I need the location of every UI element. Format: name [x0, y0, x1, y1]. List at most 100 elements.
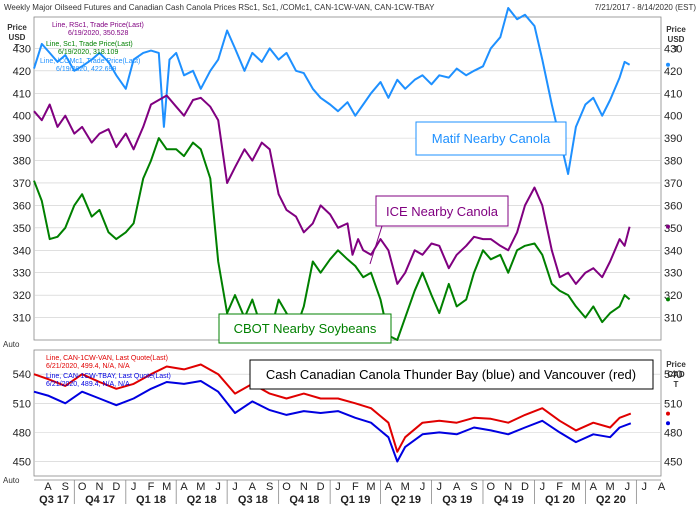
- x-month-label: O: [78, 481, 87, 493]
- top-ytick-left: 320: [13, 290, 31, 302]
- top-ytick-left: 350: [13, 223, 31, 235]
- bottom-ytick-left: 480: [13, 427, 31, 439]
- legend-tbay-line2: 6/21/2020, 489.4, N/A, N/A: [46, 381, 130, 388]
- annotation-cbot: CBOT Nearby Soybeans: [218, 313, 392, 344]
- top-right-currency-label: USD: [668, 35, 685, 44]
- bottom-right-unit-label: T: [674, 380, 679, 389]
- top-ytick-left: 380: [13, 156, 31, 168]
- annotation-ice-box: [375, 195, 509, 227]
- x-month-label: A: [590, 481, 598, 493]
- top-right-axis-header: Price USD T: [666, 25, 686, 54]
- top-ytick-left: 330: [13, 268, 31, 280]
- top-ytick-right: 400: [664, 111, 682, 123]
- x-month-label: A: [44, 481, 52, 493]
- top-ytick-right: 430: [664, 43, 682, 55]
- x-quarter-label: Q3 19: [442, 494, 472, 506]
- bottom-ytick-left: 540: [13, 369, 31, 381]
- bottom-plot-frame: [33, 349, 662, 477]
- top-ytick-right: 390: [664, 133, 682, 145]
- annotation-ice: ICE Nearby Canola: [369, 195, 509, 265]
- x-quarter-label: Q4 17: [85, 494, 115, 506]
- top-ytick-right: 330: [664, 268, 682, 280]
- x-month-label: J: [540, 481, 546, 493]
- bottom-ytick-left: 510: [13, 398, 31, 410]
- top-ytick-left: 390: [13, 133, 31, 145]
- top-series-endpoint-0: [666, 62, 670, 67]
- annotation-matif-box: [415, 121, 567, 156]
- annotation-ice-text: ICE Nearby Canola: [386, 204, 499, 219]
- top-left-unit-label: T: [15, 43, 20, 52]
- legend-van-line1: Line, CAN-1CW-VAN, Last Quote(Last): [46, 355, 168, 362]
- top-series-line-0: [33, 7, 631, 175]
- auto-scale-top[interactable]: Auto: [3, 340, 20, 349]
- bottom-series-endpoint-0: [666, 411, 670, 416]
- x-quarter-label: Q3 17: [39, 494, 69, 506]
- top-legend: Line, RSc1, Trade Price(Last) 6/19/2020,…: [40, 22, 144, 73]
- x-month-label: J: [437, 481, 443, 493]
- top-left-currency-label: USD: [9, 33, 26, 42]
- bottom-ytick-right: 540: [664, 369, 682, 381]
- x-month-label: F: [148, 481, 155, 493]
- top-ytick-left: 360: [13, 200, 31, 212]
- x-month-label: S: [470, 481, 477, 493]
- legend-van-line2: 6/21/2020, 499.4, N/A, N/A: [46, 363, 130, 370]
- chart-title: Weekly Major Oilseed Futures and Canadia…: [4, 3, 435, 12]
- bottom-right-price-label: Price: [666, 360, 686, 369]
- bottom-ytick-right: 450: [664, 456, 682, 468]
- bottom-right-axis-header: Price CAD T: [666, 360, 686, 389]
- auto-scale-bottom[interactable]: Auto: [3, 476, 20, 485]
- x-month-label: F: [556, 481, 563, 493]
- annotation-cash: Cash Canadian Canola Thunder Bay (blue) …: [249, 359, 654, 390]
- bottom-y-ticks: 450 450 480 480 510 510 540 540: [13, 369, 683, 468]
- top-ytick-right: 340: [664, 245, 682, 257]
- x-month-label: A: [658, 481, 666, 493]
- top-series-endpoint-1: [666, 224, 670, 229]
- bottom-ytick-right: 510: [664, 398, 682, 410]
- x-month-label: S: [62, 481, 69, 493]
- x-month-label: D: [521, 481, 529, 493]
- top-ytick-right: 370: [664, 178, 682, 190]
- x-month-label: J: [625, 481, 631, 493]
- x-quarter-label: Q4 18: [289, 494, 319, 506]
- top-ytick-left: 310: [13, 313, 31, 325]
- bottom-series-endpoint-1: [666, 421, 670, 426]
- x-quarter-label: Q2 20: [596, 494, 626, 506]
- top-series-line-1: [33, 94, 631, 285]
- annotation-cbot-text: CBOT Nearby Soybeans: [234, 321, 377, 336]
- x-month-label: S: [266, 481, 273, 493]
- x-month-label: O: [487, 481, 496, 493]
- bottom-ytick-right: 480: [664, 427, 682, 439]
- legend-tbay-line1: Line, CAN-1CW-TBAY, Last Quote(Last): [46, 373, 171, 380]
- top-left-axis-header: Price USD T: [7, 23, 27, 52]
- x-month-label: J: [215, 481, 221, 493]
- legend-rsc1-line2: 6/19/2020, 350.528: [68, 30, 128, 37]
- legend-sc1-line2: 6/19/2020, 318.109: [58, 49, 118, 56]
- x-month-label: F: [352, 481, 359, 493]
- x-quarter-label: Q3 18: [238, 494, 268, 506]
- x-axis: A S O N D J F M A M J J A S O N D J F M A M J J A S O N D J F M A M J J AQ3 …: [34, 479, 666, 506]
- x-month-label: D: [317, 481, 325, 493]
- bottom-legend: Line, CAN-1CW-VAN, Last Quote(Last) 6/21…: [46, 355, 171, 388]
- top-series-group: [33, 7, 670, 341]
- x-month-label: M: [196, 481, 205, 493]
- x-month-label: N: [96, 481, 104, 493]
- x-month-label: A: [453, 481, 461, 493]
- bottom-series-group: [33, 363, 670, 463]
- x-month-label: N: [504, 481, 512, 493]
- x-quarter-label: Q2 18: [187, 494, 217, 506]
- x-month-label: A: [180, 481, 188, 493]
- annotation-ice-pointer: [369, 225, 383, 265]
- top-ytick-right: 350: [664, 223, 682, 235]
- x-quarter-label: Q1 19: [340, 494, 370, 506]
- annotation-matif-text: Matif Nearby Canola: [432, 131, 551, 146]
- annotation-matif: Matif Nearby Canola: [415, 121, 567, 156]
- x-month-label: J: [420, 481, 426, 493]
- top-series-line-2: [33, 137, 631, 341]
- bottom-ytick-left: 450: [13, 456, 31, 468]
- top-ytick-right: 410: [664, 88, 682, 100]
- top-ytick-right: 420: [664, 66, 682, 78]
- top-ytick-left: 370: [13, 178, 31, 190]
- x-month-label: N: [300, 481, 308, 493]
- top-plot-frame: [33, 16, 662, 341]
